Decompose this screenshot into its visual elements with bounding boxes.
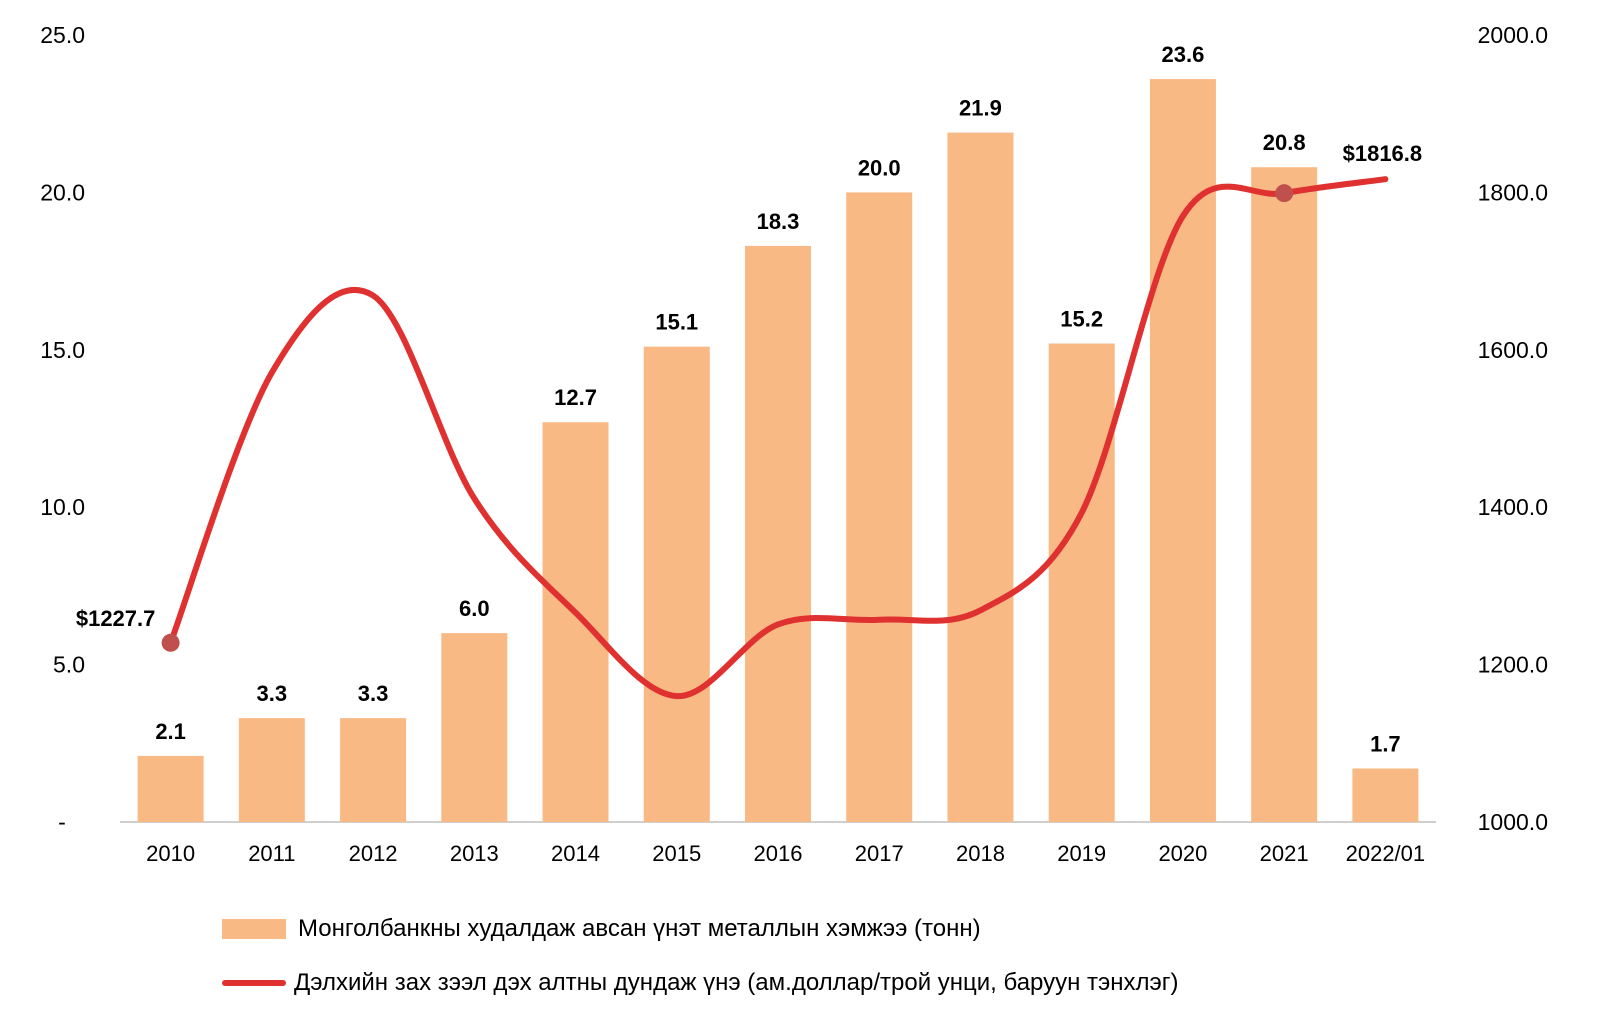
legend: Монголбанкны худалдаж авсан үнэт металлы…: [222, 912, 1179, 1020]
bar: [340, 718, 407, 822]
y-left-tick-label: 15.0: [40, 337, 85, 363]
bar: [238, 718, 305, 822]
bar: [441, 633, 508, 822]
line-value-label: $1816.8: [1343, 141, 1423, 166]
y-right-tick-label: 2000.0: [1478, 22, 1548, 48]
x-tick-label: 2012: [349, 841, 398, 866]
bar-value-label: 6.0: [459, 596, 490, 621]
bar-value-label: 20.0: [858, 155, 901, 180]
line-series: [161, 176, 1389, 700]
y-right-tick-label: 1400.0: [1478, 494, 1548, 520]
x-tick-label: 2018: [956, 841, 1005, 866]
x-tick-label: 2017: [855, 841, 904, 866]
legend-swatch-bars: [222, 919, 286, 939]
bar-value-label: 18.3: [757, 209, 800, 234]
bar: [1149, 79, 1216, 822]
bar-value-label: 3.3: [358, 681, 389, 706]
x-tick-label: 2010: [146, 841, 195, 866]
bar: [745, 245, 811, 822]
data-labels: 2.1 3.3 3.3 6.0 12.7 15.1 18.3 20.0 21.9 15.2 23.6…: [76, 42, 1422, 756]
bar-value-label: 15.1: [655, 310, 698, 335]
bar: [643, 346, 710, 822]
bar-value-label: 12.7: [554, 385, 597, 410]
y-left-tick-label: 10.0: [40, 494, 85, 520]
legend-item-bars: Монголбанкны худалдаж авсан үнэт металлы…: [222, 912, 1179, 946]
chart: - 5.0 10.0 15.0 20.0 25.0 1000.0 1200.0 1400.0 16…: [40, 22, 1548, 866]
bar-value-label: 15.2: [1060, 307, 1103, 332]
legend-label-bars: Монголбанкны худалдаж авсан үнэт металлы…: [298, 915, 981, 942]
bar: [1251, 167, 1318, 822]
bar: [137, 755, 204, 822]
bar: [542, 422, 609, 822]
x-tick-label: 2011: [248, 841, 295, 866]
x-tick-label: 2015: [652, 841, 701, 866]
y-right-tick-label: 1200.0: [1478, 652, 1548, 678]
y-left-tick-label: 20.0: [40, 179, 85, 205]
legend-label-line: Дэлхийн зах зээл дэх алтны дундаж үнэ (а…: [294, 969, 1179, 996]
y-right-tick-label: 1800.0: [1478, 179, 1548, 205]
bar-value-label: 21.9: [959, 96, 1002, 121]
legend-swatch-line: [222, 980, 286, 986]
bar-value-label: 3.3: [257, 681, 288, 706]
gold-price-line: [167, 176, 1389, 700]
x-tick-label: 2016: [754, 841, 803, 866]
bar-value-label: 23.6: [1162, 42, 1205, 67]
x-tick-label: 2014: [551, 841, 600, 866]
bar-series: [137, 79, 1419, 822]
x-tick-label: 2019: [1057, 841, 1106, 866]
line-value-label: $1227.7: [76, 606, 156, 631]
line-marker: [1275, 184, 1294, 203]
y-right-tick-label: 1600.0: [1478, 337, 1548, 363]
bar: [1048, 343, 1115, 822]
bar-value-label: 1.7: [1370, 731, 1401, 756]
y-left-tick-label: 5.0: [53, 652, 85, 678]
x-tick-label: 2021: [1260, 841, 1309, 866]
bar-value-label: 20.8: [1263, 130, 1306, 155]
bar: [846, 192, 913, 822]
x-tick-label: 2020: [1158, 841, 1207, 866]
bar: [947, 132, 1014, 822]
y-right-tick-label: 1000.0: [1478, 809, 1548, 835]
line-marker: [161, 633, 180, 652]
x-tick-label: 2013: [450, 841, 499, 866]
y-left-tick-label: -: [58, 809, 66, 835]
bar: [1352, 768, 1419, 822]
legend-item-line: Дэлхийн зах зээл дэх алтны дундаж үнэ (а…: [222, 966, 1179, 1000]
chart-axes: - 5.0 10.0 15.0 20.0 25.0 1000.0 1200.0 1400.0 16…: [40, 22, 1548, 866]
y-left-tick-label: 25.0: [40, 22, 85, 48]
x-tick-label: 2022/01: [1346, 841, 1426, 866]
bar-value-label: 2.1: [155, 719, 186, 744]
